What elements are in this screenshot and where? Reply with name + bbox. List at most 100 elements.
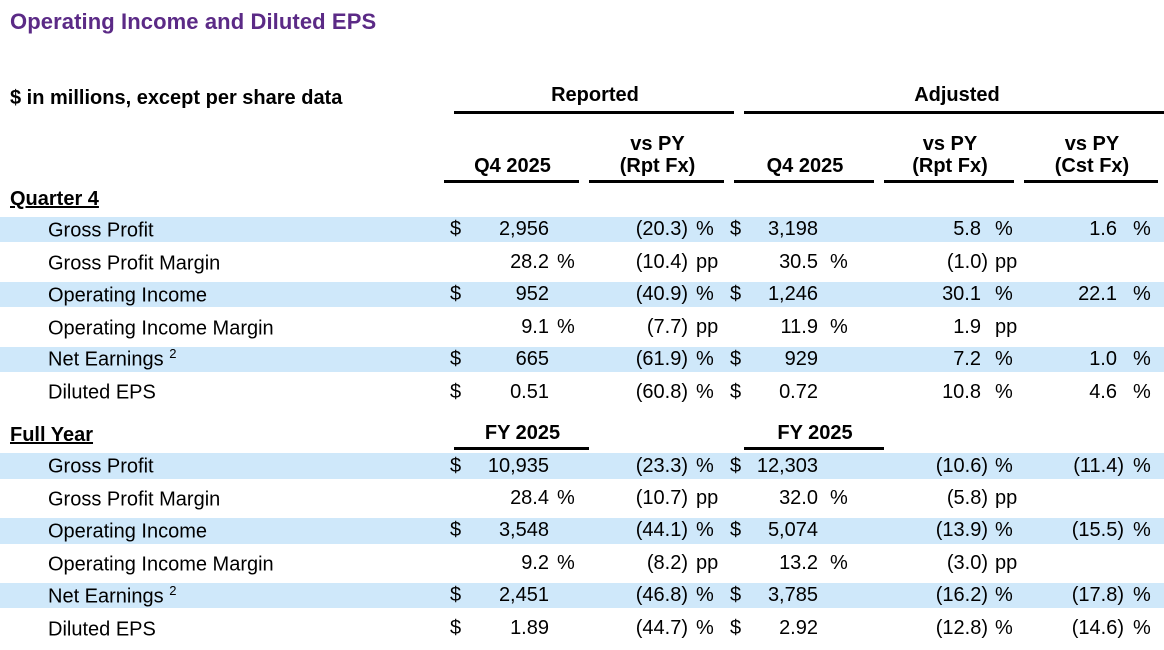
- cell-reported-vspy: (60.8)%: [585, 381, 730, 404]
- cell-value: 28.4: [510, 487, 549, 510]
- cell-value: (8.2): [646, 552, 688, 575]
- cell-value: 665: [515, 347, 549, 370]
- cell-reported-vspy: (10.7) pp: [585, 487, 730, 510]
- footnote-ref: 2: [169, 346, 177, 362]
- period-header-adjusted-fy: FY 2025: [740, 422, 890, 451]
- row-label: Operating Income: [0, 282, 440, 308]
- cell-value: 9.2: [521, 552, 549, 575]
- cell-unit: %: [830, 487, 848, 510]
- cell-value: 5.8: [953, 218, 981, 241]
- cell-unit: %: [995, 282, 1013, 305]
- row-label: Diluted EPS: [0, 616, 440, 642]
- cell-adjusted-vspy-cstfx: (15.5)%: [1020, 519, 1164, 542]
- cell-value: 5,074: [767, 519, 818, 542]
- cell-value: 929: [784, 347, 818, 370]
- cell-unit: %: [696, 218, 714, 241]
- table-row: Gross Profit Margin 28.4% (10.7) pp 32.0%…: [0, 483, 1164, 515]
- cell-adjusted-vspy-rptfx: (12.8)%: [880, 617, 1020, 640]
- cell-unit: %: [995, 454, 1013, 477]
- cell-adjusted-vspy-rptfx: (3.0) pp: [880, 552, 1020, 575]
- cell-value: (15.5): [1071, 519, 1124, 542]
- currency-sign: $: [730, 519, 742, 542]
- cell-adjusted-vspy-rptfx: (13.9)%: [880, 519, 1020, 542]
- cell-unit: pp: [995, 251, 1018, 274]
- cell-value: 12,303: [756, 454, 818, 477]
- period-header-reported-fy: FY 2025: [450, 422, 595, 451]
- cell-adjusted-fy: $2.92: [730, 617, 880, 640]
- cell-reported-vspy: (7.7) pp: [585, 316, 730, 339]
- cell-adjusted-vspy-rptfx: 10.8%: [880, 381, 1020, 404]
- row-label-text: Net Earnings: [48, 585, 164, 608]
- cell-value: 32.0: [779, 487, 818, 510]
- currency-sign: $: [450, 347, 462, 370]
- table-row: Operating Income Margin 9.2% (8.2) pp 13.…: [0, 548, 1164, 580]
- cell-unit: %: [830, 315, 848, 338]
- col-header-line1: vs PY: [630, 133, 685, 155]
- cell-unit: %: [1133, 616, 1151, 639]
- row-label-text: Diluted EPS: [48, 618, 156, 641]
- row-label: Gross Profit Margin: [0, 250, 440, 276]
- table-row: Operating Income $3,548 (44.1)% $5,074 (…: [0, 515, 1164, 548]
- table-row: Diluted EPS $0.51 (60.8)% $0.72 10.8% 4.…: [0, 376, 1164, 408]
- cell-value: 2,451: [498, 584, 549, 607]
- cell-unit: %: [995, 519, 1013, 542]
- table-row: Diluted EPS $1.89 (44.7)% $2.92 (12.8)% …: [0, 612, 1164, 644]
- cell-adjusted-q4: $929: [730, 348, 880, 371]
- cell-adjusted-q4: 30.5%: [730, 251, 880, 274]
- cell-reported-fy: 9.2%: [440, 552, 585, 575]
- cell-unit: pp: [696, 315, 719, 338]
- cell-reported-q4: 9.1%: [440, 316, 585, 339]
- row-label-text: Operating Income: [48, 520, 207, 543]
- table-row: Net Earnings 2 $2,451 (46.8)% $3,785 (16…: [0, 579, 1164, 613]
- col-underline: [589, 180, 724, 183]
- footnote-ref: 2: [169, 582, 177, 598]
- cell-adjusted-q4: $3,198: [730, 218, 880, 241]
- table-row: Gross Profit $10,935 (23.3)% $12,303 (10…: [0, 450, 1164, 483]
- cell-value: 10,935: [487, 454, 549, 477]
- cell-reported-vspy: (40.9)%: [585, 283, 730, 306]
- currency-sign: $: [450, 454, 462, 477]
- cell-adjusted-fy: 32.0%: [730, 487, 880, 510]
- cell-reported-vspy: (20.3)%: [585, 218, 730, 241]
- cell-value: (16.2): [935, 584, 988, 607]
- col-header-line1: vs PY: [1064, 133, 1120, 155]
- cell-value: 1.0: [1089, 347, 1117, 370]
- section-header-fullyear: Full Year FY 2025 FY 2025: [0, 408, 1164, 451]
- currency-sign: $: [450, 380, 462, 403]
- cell-adjusted-fy: $3,785: [730, 584, 880, 607]
- cell-value: 30.5: [779, 251, 818, 274]
- adjusted-underline: [744, 111, 1164, 114]
- cell-unit: %: [1133, 519, 1151, 542]
- cell-reported-q4: $665: [440, 348, 585, 371]
- cell-unit: %: [696, 380, 714, 403]
- cell-unit: pp: [696, 487, 719, 510]
- cell-adjusted-vspy-cstfx: 1.0%: [1020, 348, 1164, 371]
- currency-sign: $: [450, 584, 462, 607]
- cell-adjusted-vspy-cstfx: (14.6)%: [1020, 617, 1164, 640]
- cell-value: 10.8: [942, 380, 981, 403]
- row-label: Operating Income Margin: [0, 315, 440, 341]
- col-header-line2: (Rpt Fx): [619, 155, 696, 177]
- currency-sign: $: [730, 282, 742, 305]
- section-label: Full Year: [10, 424, 94, 447]
- row-label-text: Gross Profit: [48, 455, 154, 478]
- cell-adjusted-vspy-rptfx: 7.2%: [880, 348, 1020, 371]
- currency-sign: $: [730, 218, 742, 241]
- cell-unit: pp: [995, 552, 1018, 575]
- cell-unit: %: [1133, 282, 1151, 305]
- cell-value: 11.9: [780, 315, 818, 338]
- cell-adjusted-vspy-rptfx: 30.1%: [880, 283, 1020, 306]
- row-label: Gross Profit Margin: [0, 486, 440, 512]
- cell-value: (12.8): [935, 616, 988, 639]
- currency-sign: $: [730, 380, 742, 403]
- cell-unit: %: [696, 282, 714, 305]
- cell-value: 13.2: [779, 552, 818, 575]
- col-header-line1: vs PY: [922, 133, 978, 155]
- cell-value: (46.8): [635, 584, 688, 607]
- cell-unit: %: [1133, 347, 1151, 370]
- cell-value: 0.51: [510, 380, 549, 403]
- cell-value: (3.0): [946, 552, 988, 575]
- cell-adjusted-vspy-rptfx: 5.8%: [880, 218, 1020, 241]
- table-row: Gross Profit $2,956 (20.3)% $3,198 5.8% …: [0, 214, 1164, 247]
